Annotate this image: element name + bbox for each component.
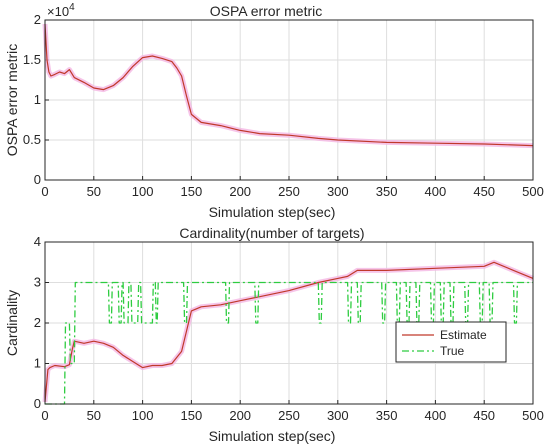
ospa-chart-y-exponent-power: 4 (69, 2, 75, 13)
ospa-chart-y-exponent: ×104 (47, 2, 75, 19)
ospa-chart-series-0-line (44, 23, 534, 147)
cardinality-chart-y-tick-label: 0 (34, 396, 41, 411)
cardinality-chart-x-tick-label: 400 (425, 408, 447, 423)
cardinality-chart-legend-label-estimate: Estimate (440, 328, 487, 342)
ospa-chart-y-tick-label: 0 (34, 172, 41, 187)
ospa-chart-x-tick-label: 0 (41, 184, 48, 199)
ospa-chart-y-tick-label: 1 (34, 92, 41, 107)
cardinality-chart-legend (395, 321, 507, 363)
cardinality-chart-x-tick-label: 350 (376, 408, 398, 423)
ospa-chart-x-tick-label: 450 (473, 184, 495, 199)
cardinality-chart-x-tick-label: 100 (132, 408, 154, 423)
cardinality-chart-y-tick-label: 1 (34, 356, 41, 371)
cardinality-chart-x-tick-label: 300 (327, 408, 349, 423)
ospa-chart-x-tick-label: 300 (327, 184, 349, 199)
ospa-chart-x-tick-label: 150 (181, 184, 203, 199)
cardinality-chart-x-tick-label: 200 (229, 408, 251, 423)
ospa-chart-y-exponent-base: ×10 (47, 4, 69, 19)
ospa-chart-y-tick-label: 1.5 (23, 52, 41, 67)
ospa-chart-axes-box (44, 19, 534, 181)
cardinality-chart-x-tick-label: 250 (278, 408, 300, 423)
cardinality-chart-series-estimate-line (44, 261, 534, 403)
ospa-chart-x-tick-label: 350 (376, 184, 398, 199)
cardinality-chart-y-tick-label: 3 (34, 275, 41, 290)
cardinality-chart-x-tick-label: 450 (473, 408, 495, 423)
cardinality-chart-y-label: Cardinality (4, 290, 20, 356)
cardinality-chart-x-tick-label: 500 (522, 408, 544, 423)
ospa-chart-y-tick-label: 0.5 (23, 132, 41, 147)
ospa-chart: OSPA error metric Simulation step(sec) O… (4, 2, 544, 220)
cardinality-chart-x-label: Simulation step(sec) (209, 428, 336, 444)
ospa-chart-y-tick-label: 2 (34, 12, 41, 27)
ospa-chart-x-label: Simulation step(sec) (209, 204, 336, 220)
ospa-chart-x-tick-label: 250 (278, 184, 300, 199)
cardinality-chart-x-tick-label: 0 (41, 408, 48, 423)
ospa-chart-x-tick-label: 100 (132, 184, 154, 199)
ospa-chart-x-tick-label: 200 (229, 184, 251, 199)
cardinality-chart-y-tick-label: 2 (34, 315, 41, 330)
cardinality-chart-y-tick-label: 4 (34, 234, 41, 249)
cardinality-chart-x-tick-label: 150 (181, 408, 203, 423)
ospa-chart-title: OSPA error metric (210, 3, 323, 19)
cardinality-chart-title: Cardinality(number of targets) (179, 225, 364, 241)
ospa-chart-x-tick-label: 500 (522, 184, 544, 199)
ospa-chart-x-tick-label: 400 (425, 184, 447, 199)
cardinality-chart-x-tick-label: 50 (87, 408, 101, 423)
cardinality-chart: Cardinality(number of targets) Simulatio… (4, 225, 544, 444)
cardinality-chart-series-true-line (45, 281, 533, 405)
cardinality-chart-legend-label-true: True (440, 344, 465, 358)
ospa-chart-x-tick-label: 50 (87, 184, 101, 199)
cardinality-chart-axes-box (44, 241, 534, 405)
ospa-chart-y-label: OSPA error metric (4, 44, 20, 157)
